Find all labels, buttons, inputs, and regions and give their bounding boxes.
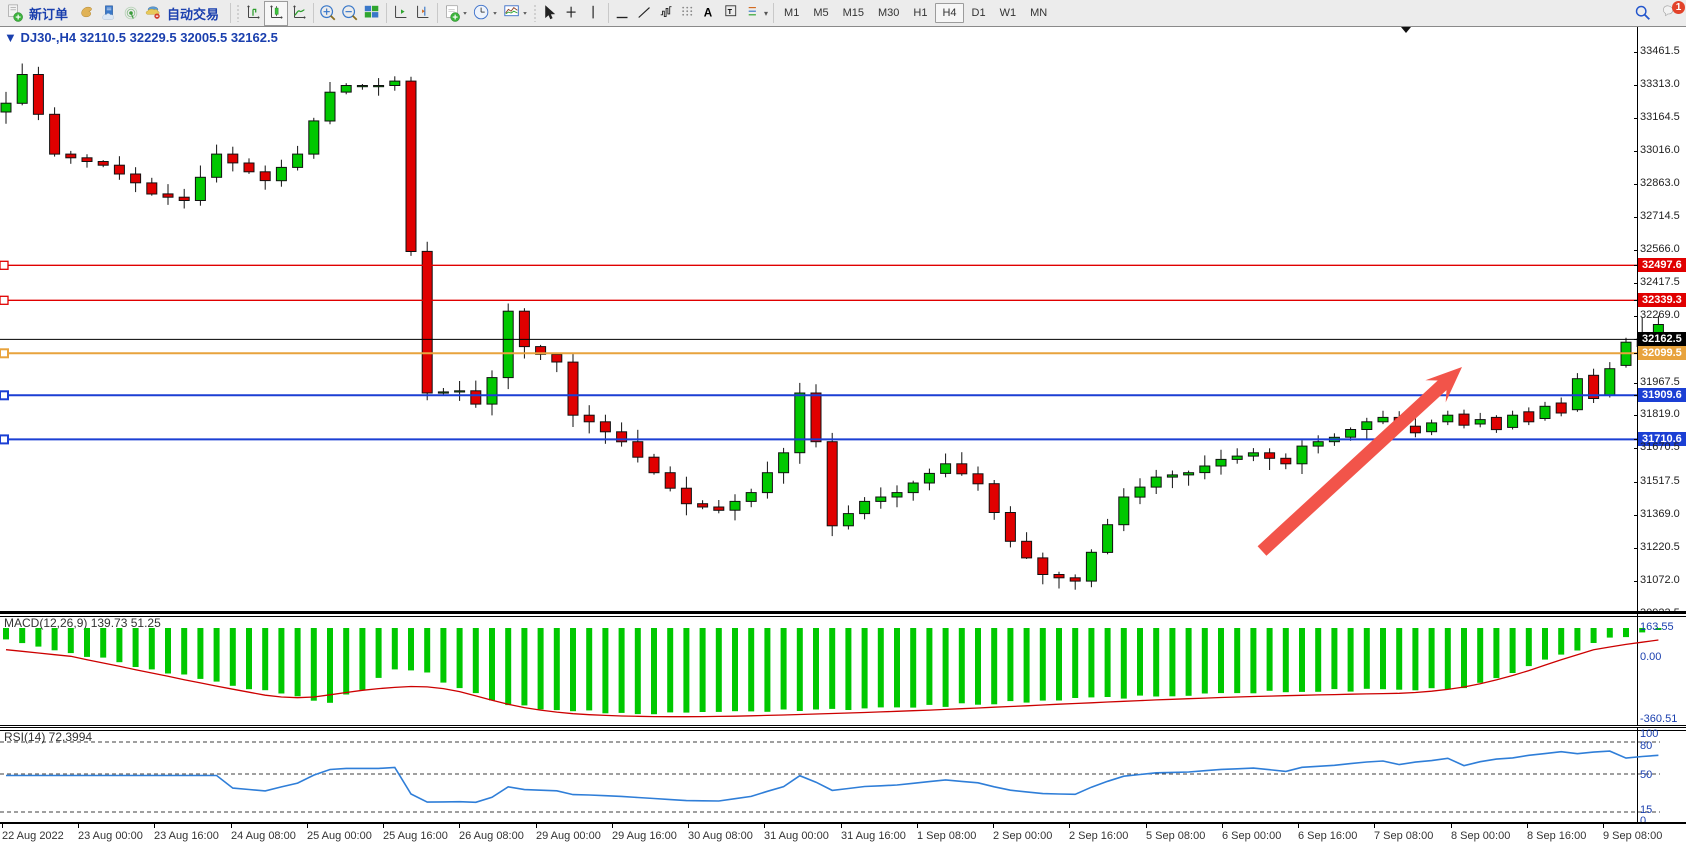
svg-text:A: A: [704, 7, 713, 20]
svg-text:T: T: [728, 7, 733, 16]
